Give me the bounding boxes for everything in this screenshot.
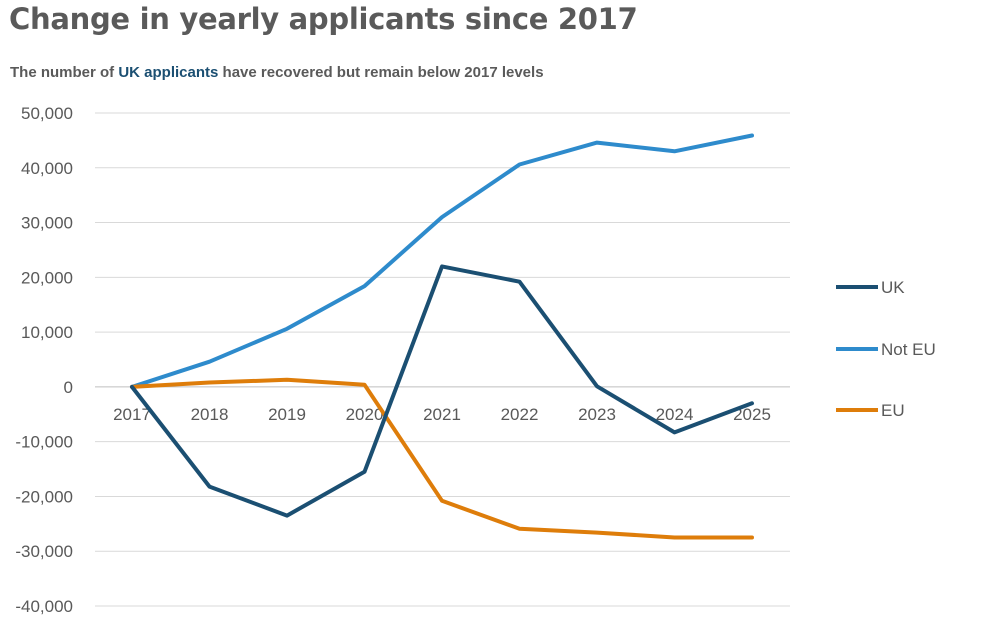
subtitle-suffix: have recovered but remain below 2017 lev… (218, 64, 544, 81)
legend-label-eu: EU (881, 401, 905, 420)
x-axis-ticks: 2017 2018 2019 2020 2021 2022 2023 2024 2025 (113, 405, 771, 424)
x-tick-label: 2023 (578, 405, 616, 424)
y-tick-label: -30,000 (15, 542, 73, 561)
y-tick-label: -10,000 (15, 433, 73, 452)
x-tick-label: 2021 (423, 405, 461, 424)
x-tick-label: 2020 (346, 405, 384, 424)
x-tick-label: 2022 (501, 405, 539, 424)
chart-title: Change in yearly applicants since 2017 (9, 2, 638, 36)
y-axis-ticks: 50,000 40,000 30,000 20,000 10,000 0 -10,000 -2… (15, 104, 73, 616)
subtitle-prefix: The number of (10, 64, 119, 81)
series-line-uk (130, 264, 754, 518)
y-tick-label: -40,000 (15, 597, 73, 616)
y-tick-label: 30,000 (21, 214, 73, 233)
legend-label-uk: UK (881, 278, 905, 297)
y-tick-label: 50,000 (21, 104, 73, 123)
x-tick-label: 2018 (191, 405, 229, 424)
x-tick-label: 2017 (113, 405, 151, 424)
y-tick-label: 20,000 (21, 268, 73, 287)
x-tick-label: 2019 (268, 405, 306, 424)
x-tick-label: 2024 (656, 405, 694, 424)
gridlines (95, 112, 790, 607)
y-tick-label: 10,000 (21, 323, 73, 342)
x-tick-label: 2025 (733, 405, 771, 424)
series-line-not-eu (130, 133, 754, 389)
y-tick-label: 40,000 (21, 159, 73, 178)
series-lines (130, 133, 754, 540)
y-tick-label: 0 (64, 378, 73, 397)
subtitle-highlight: UK applicants (118, 64, 219, 81)
legend-label-not-eu: Not EU (881, 340, 936, 359)
chart-subtitle: The number of UK applicants have recover… (10, 64, 544, 81)
y-tick-label: -20,000 (15, 487, 73, 506)
series-line-eu (130, 377, 754, 540)
legend: UK Not EU EU (836, 278, 936, 420)
